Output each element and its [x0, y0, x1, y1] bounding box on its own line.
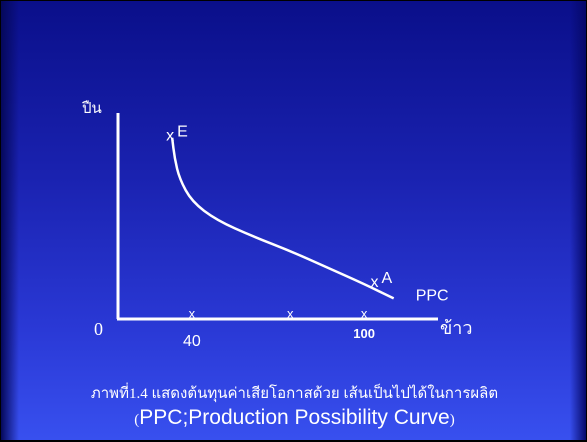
y-axis-label: ปืน — [81, 100, 102, 117]
x-tick-label-100: 100 — [353, 326, 375, 341]
caption-line-2: (PPC;Production Possibility Curve) — [1, 406, 586, 430]
point-marker-e: x — [166, 128, 174, 145]
ppc-curve — [170, 137, 395, 300]
x-tick-label-40: 40 — [183, 333, 201, 350]
caption-open-paren: ( — [134, 412, 140, 428]
x-marker-2: x — [287, 306, 294, 321]
caption-line-1: ภาพที่1.4 แสดงต้นทุนค่าเสียโอกาสด้วย เส้… — [90, 386, 499, 402]
point-marker-a: x — [370, 274, 378, 291]
point-label-a: A — [381, 270, 392, 287]
origin-label: 0 — [94, 319, 103, 339]
x-marker-3: x — [361, 306, 368, 321]
caption-ppc-text: PPC;Production Possibility Curve — [139, 406, 450, 429]
point-label-e: E — [177, 124, 188, 141]
series-label-ppc: PPC — [416, 287, 449, 304]
caption-close-paren: ) — [449, 412, 455, 428]
x-axis-label: ข้าว — [440, 318, 473, 338]
x-marker-1: x — [189, 306, 196, 321]
